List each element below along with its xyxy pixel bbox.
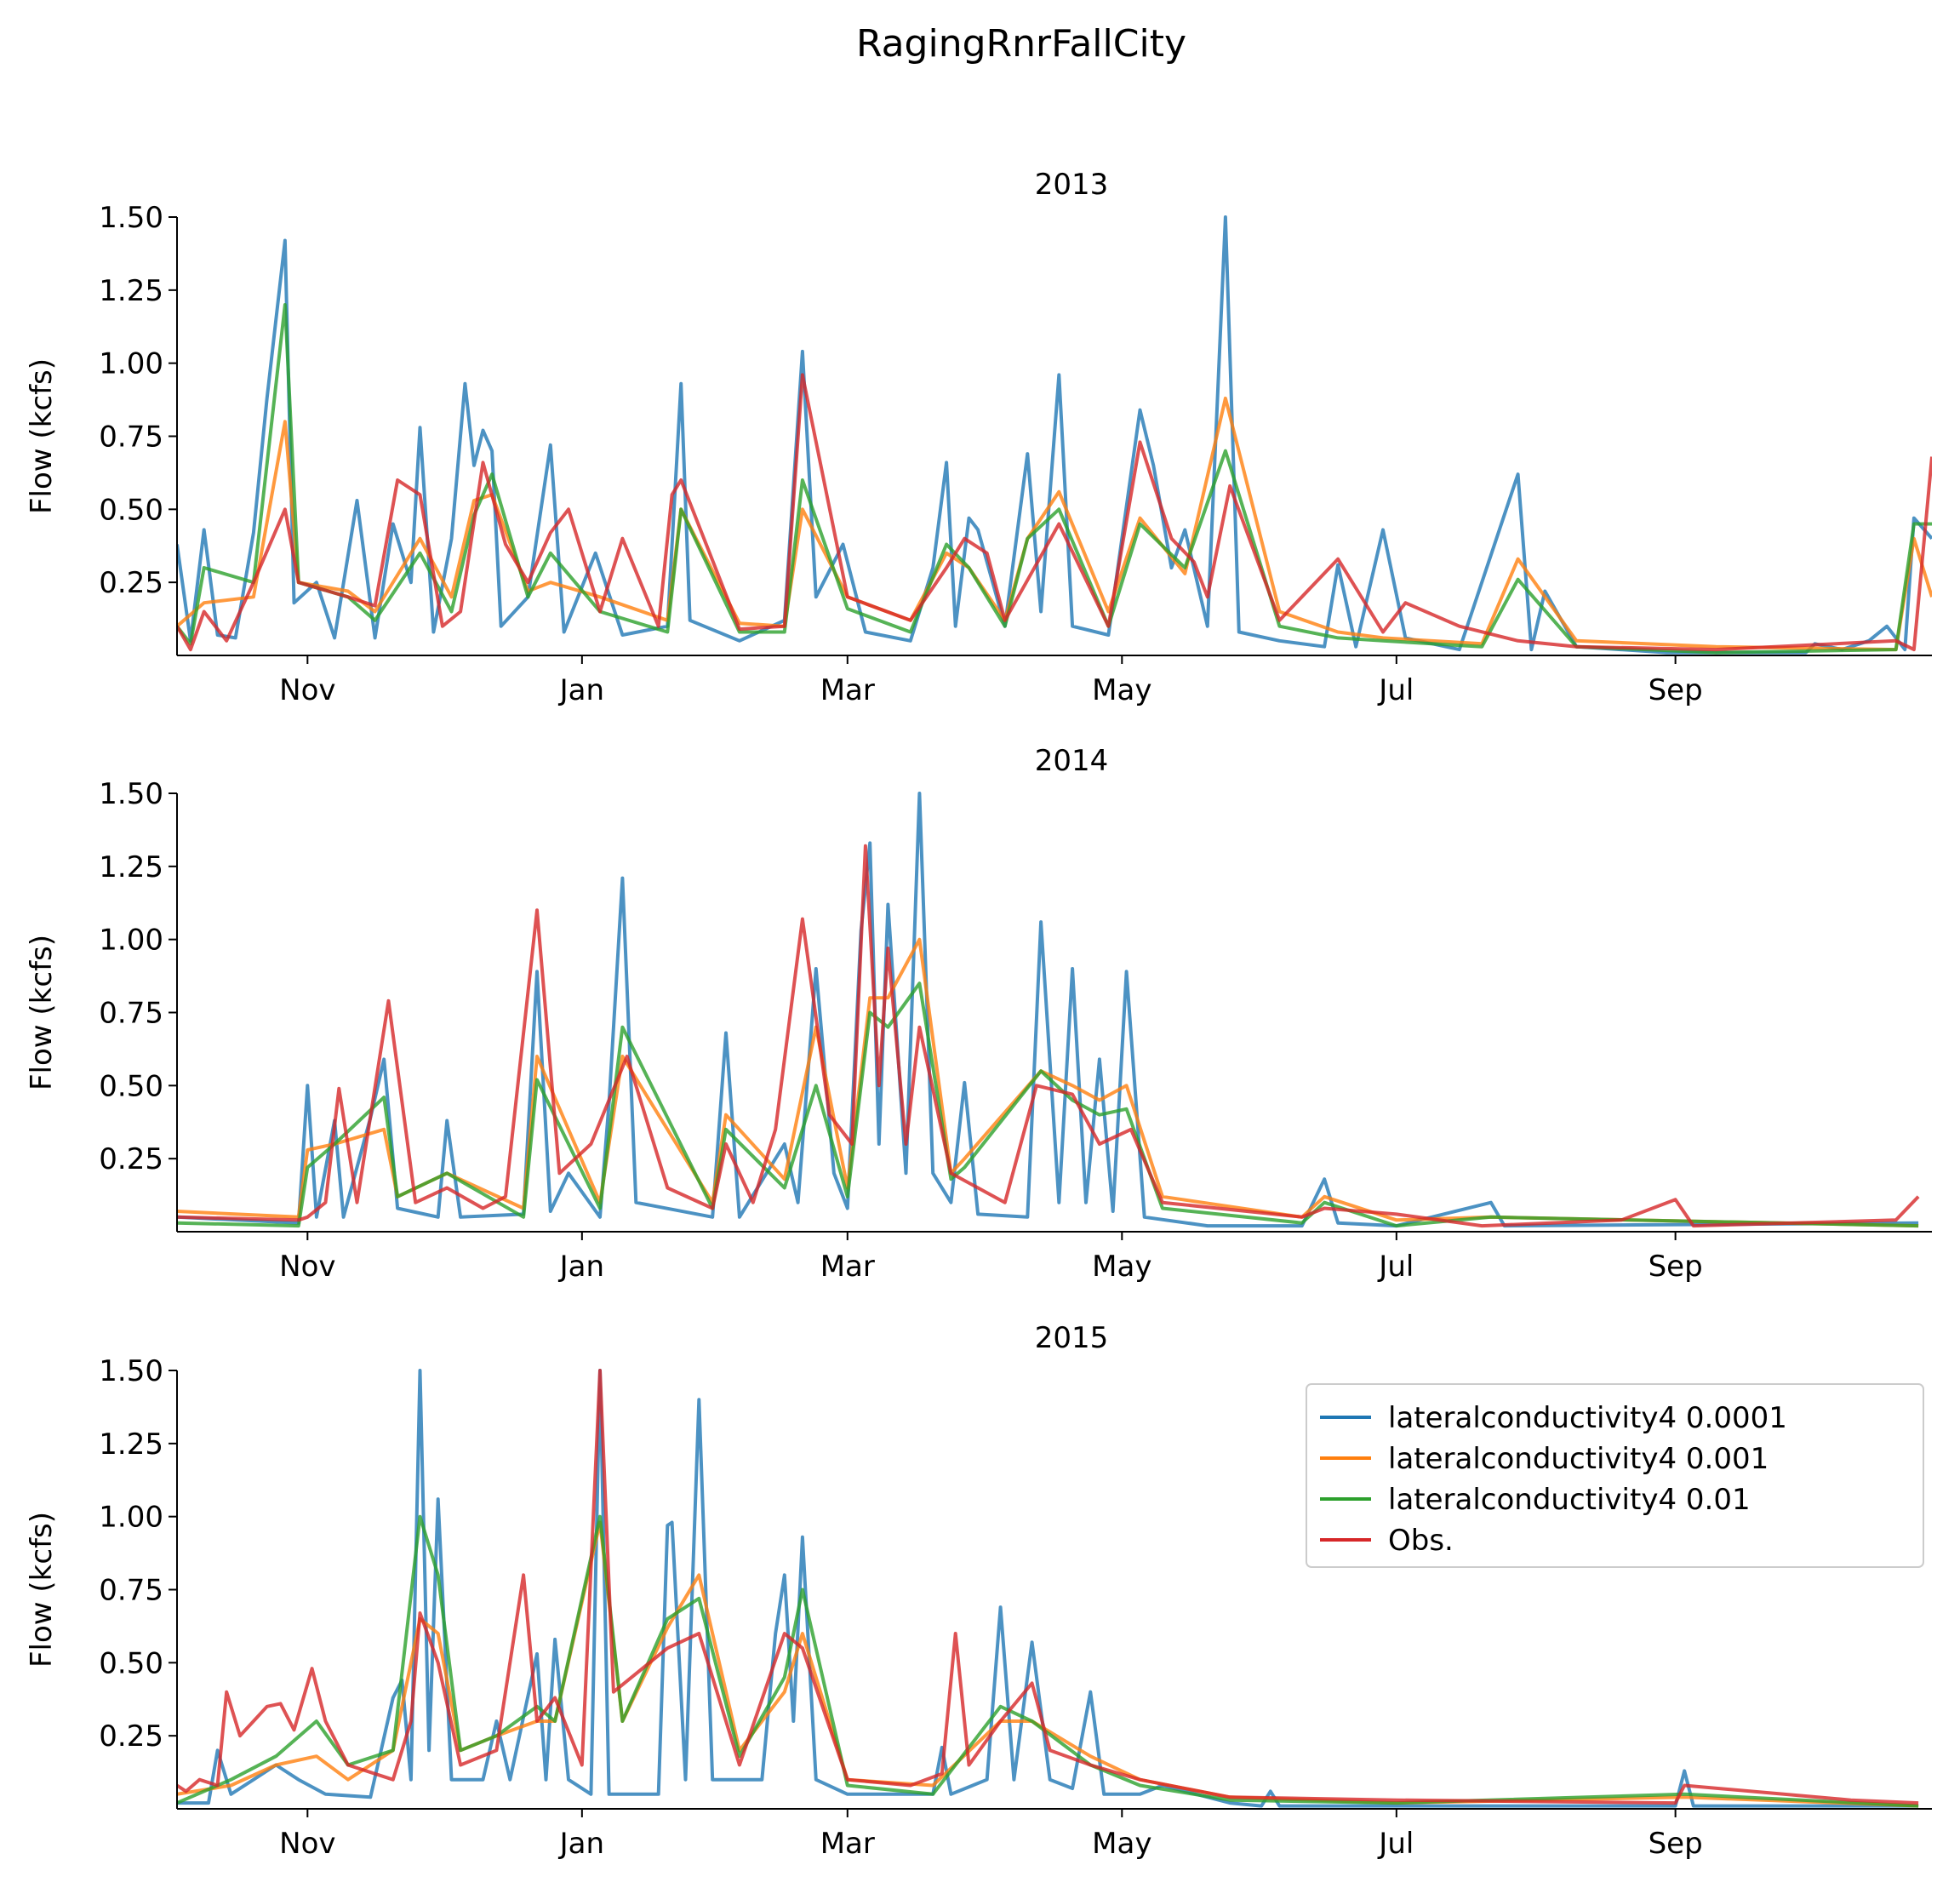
x-tick-label: Sep (1649, 1827, 1703, 1861)
series-line-obs- (177, 844, 1920, 1228)
y-tick-label: 0.25 (99, 1142, 163, 1176)
x-tick-label: May (1092, 673, 1151, 707)
y-tick-label: 1.25 (99, 1427, 163, 1462)
y-tick-label: 1.00 (99, 1501, 163, 1535)
y-tick-label: 0.75 (99, 997, 163, 1031)
y-tick-label: 1.25 (99, 850, 163, 884)
figure-title: RagingRnrFallCity (856, 22, 1186, 66)
series-line-lateralconductivity4-0-0001 (177, 792, 1919, 1228)
x-tick-label: Jan (558, 1827, 604, 1861)
x-tick-label: May (1092, 1250, 1151, 1284)
y-tick-label: 0.25 (99, 566, 163, 600)
y-axis-title: Flow (kcfs) (25, 358, 59, 514)
y-tick-label: 0.75 (99, 421, 163, 455)
series-line-lateralconductivity4-0-01 (177, 981, 1919, 1228)
x-tick-label: Nov (279, 1250, 335, 1284)
x-tick-label: Jan (558, 673, 604, 707)
y-tick-label: 0.75 (99, 1574, 163, 1608)
series-line-obs- (177, 1369, 1919, 1805)
series-line-lateralconductivity4-0-001 (177, 1520, 1919, 1808)
legend-label: lateralconductivity4 0.01 (1388, 1483, 1751, 1517)
y-tick-label: 1.50 (99, 201, 163, 235)
x-tick-label: Jan (558, 1250, 604, 1284)
y-tick-label: 0.50 (99, 1069, 163, 1103)
panel-title: 2015 (1035, 1321, 1109, 1355)
y-tick-label: 1.00 (99, 924, 163, 958)
y-tick-label: 0.25 (99, 1719, 163, 1754)
y-tick-label: 1.50 (99, 1354, 163, 1388)
legend-label: lateralconductivity4 0.0001 (1388, 1401, 1787, 1435)
x-tick-label: Jul (1377, 1827, 1414, 1861)
panel-title: 2014 (1035, 744, 1109, 778)
series-line-lateralconductivity4-0-001 (177, 937, 1919, 1228)
x-tick-label: Sep (1649, 673, 1703, 707)
legend-label: lateralconductivity4 0.001 (1388, 1442, 1769, 1476)
series-line-lateralconductivity4-0-01 (177, 303, 1932, 655)
x-tick-label: Sep (1649, 1250, 1703, 1284)
y-tick-label: 1.50 (99, 777, 163, 811)
legend-box (1306, 1383, 1924, 1568)
y-tick-label: 0.50 (99, 493, 163, 527)
x-tick-label: Nov (279, 673, 335, 707)
y-axis-title: Flow (kcfs) (25, 935, 59, 1090)
y-axis-title: Flow (kcfs) (25, 1512, 59, 1668)
x-tick-label: Mar (820, 1827, 875, 1861)
y-tick-label: 0.50 (99, 1646, 163, 1680)
series-line-lateralconductivity4-0-01 (177, 1514, 1919, 1808)
y-tick-label: 1.25 (99, 274, 163, 308)
x-tick-label: Mar (820, 1250, 875, 1284)
x-tick-label: May (1092, 1827, 1151, 1861)
panel-title: 2013 (1035, 168, 1109, 202)
x-tick-label: Jul (1377, 1250, 1414, 1284)
x-tick-label: Nov (279, 1827, 335, 1861)
x-tick-label: Mar (820, 673, 875, 707)
y-tick-label: 1.00 (99, 347, 163, 381)
x-tick-label: Jul (1377, 673, 1414, 707)
series-line-obs- (177, 373, 1932, 652)
legend-label: Obs. (1388, 1524, 1454, 1558)
